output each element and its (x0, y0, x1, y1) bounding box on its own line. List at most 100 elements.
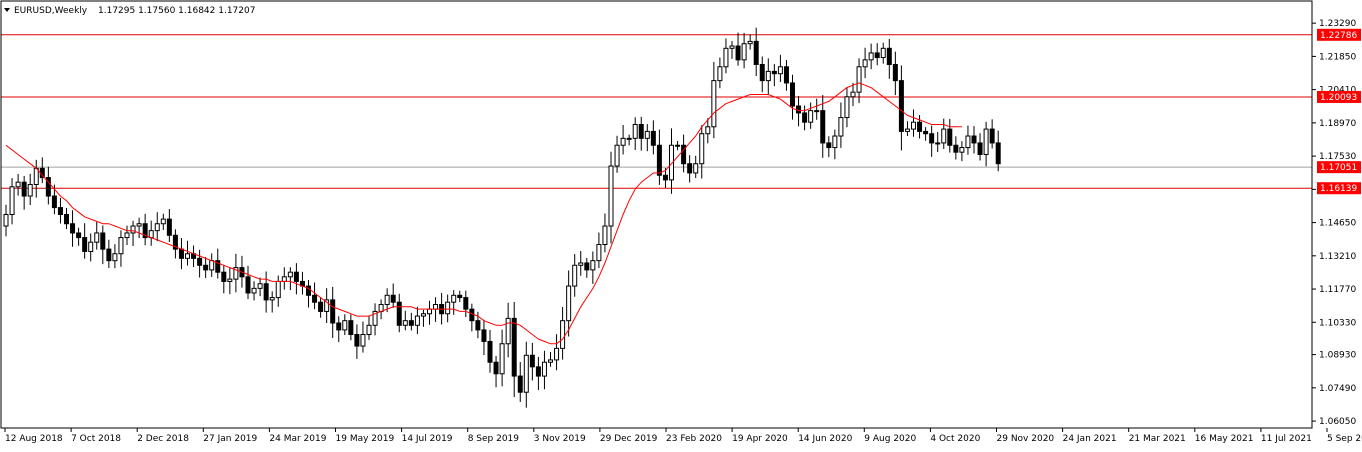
candle-body (886, 47, 892, 65)
candle (578, 251, 584, 276)
y-tick-label: 1.13210 (1319, 252, 1356, 262)
candle-body (699, 133, 705, 165)
candle (396, 293, 402, 333)
candle (172, 229, 178, 259)
candle-body (844, 96, 850, 119)
candle-body (94, 232, 100, 243)
candle (971, 126, 977, 154)
candle-body (723, 47, 729, 68)
y-tick-label: 1.06050 (1319, 417, 1356, 427)
candle (783, 60, 789, 91)
candle-body (753, 40, 759, 65)
candle (245, 265, 251, 300)
candle-body (336, 322, 342, 331)
candle (777, 54, 783, 83)
candle-body (517, 375, 523, 393)
candle-body (596, 244, 602, 262)
candle (566, 270, 572, 337)
candle-body (578, 262, 584, 266)
candle (874, 43, 880, 66)
candle (850, 82, 856, 107)
candle (917, 115, 923, 139)
candle (747, 34, 753, 50)
candle-body (584, 262, 590, 271)
candle (681, 134, 687, 173)
candle (45, 166, 51, 205)
candle-body (868, 52, 874, 61)
candle (838, 102, 844, 148)
x-tick-label: 24 Mar 2019 (269, 434, 326, 444)
candle (312, 282, 318, 310)
candle-body (856, 66, 862, 93)
candle (832, 129, 838, 160)
candle-body (166, 218, 172, 236)
candle (602, 213, 608, 253)
candle (457, 290, 463, 303)
candle (723, 38, 729, 74)
x-tick-label: 5 Sep 2021 (1327, 434, 1362, 444)
candle (856, 58, 862, 104)
candle-body (269, 297, 275, 301)
candle-body (505, 317, 511, 345)
candle-body (215, 260, 221, 273)
x-tick-label: 29 Nov 2020 (997, 434, 1055, 444)
candle-body (965, 135, 971, 149)
candle-body (330, 299, 336, 324)
candle (481, 319, 487, 356)
candle-body (820, 110, 826, 144)
candle (318, 297, 324, 318)
candle-body (923, 130, 929, 135)
candle-body (209, 260, 215, 271)
candle (293, 263, 299, 295)
price-tag-label: 1.16139 (1320, 184, 1357, 194)
y-tick-label: 1.23290 (1319, 19, 1356, 29)
candle-body (511, 317, 517, 377)
candle-body (21, 181, 27, 197)
candle (626, 134, 632, 146)
candle (705, 118, 711, 144)
candle (420, 309, 426, 327)
chevron-down-icon[interactable] (4, 8, 10, 12)
candle-body (475, 320, 481, 331)
candle-body (935, 142, 941, 145)
candle (263, 271, 269, 313)
candle (251, 281, 257, 301)
candle-body (681, 144, 687, 165)
candle-body (82, 237, 88, 252)
candle (342, 314, 348, 336)
candle-body (959, 147, 965, 153)
candle (584, 257, 590, 278)
candle (675, 141, 681, 151)
candle-body (221, 271, 227, 282)
x-tick-label: 19 Apr 2020 (732, 434, 788, 444)
candle-body (566, 285, 572, 322)
candle (535, 356, 541, 391)
candle-body (535, 366, 541, 377)
candle (989, 119, 995, 149)
x-tick-label: 9 Aug 2020 (864, 434, 916, 444)
candle-body (590, 260, 596, 271)
x-tick-label: 2 Dec 2018 (137, 434, 189, 444)
candle (844, 87, 850, 128)
candle (644, 124, 650, 152)
candle-body (541, 361, 547, 377)
candle-body (735, 45, 741, 61)
candle (185, 240, 190, 266)
candle (820, 95, 826, 158)
candle (112, 244, 118, 269)
horizontal-levels (1, 34, 1312, 189)
candle (904, 121, 910, 137)
candle-body (898, 80, 904, 132)
candle (947, 118, 953, 153)
candle-body (711, 80, 717, 128)
candle (21, 175, 27, 210)
x-tick-label: 3 Nov 2019 (534, 434, 586, 444)
candle-body (76, 232, 82, 239)
candle (729, 41, 735, 59)
candle-body (142, 223, 148, 239)
candle (560, 307, 566, 360)
candle-body (790, 82, 795, 107)
candle-body (675, 144, 681, 147)
